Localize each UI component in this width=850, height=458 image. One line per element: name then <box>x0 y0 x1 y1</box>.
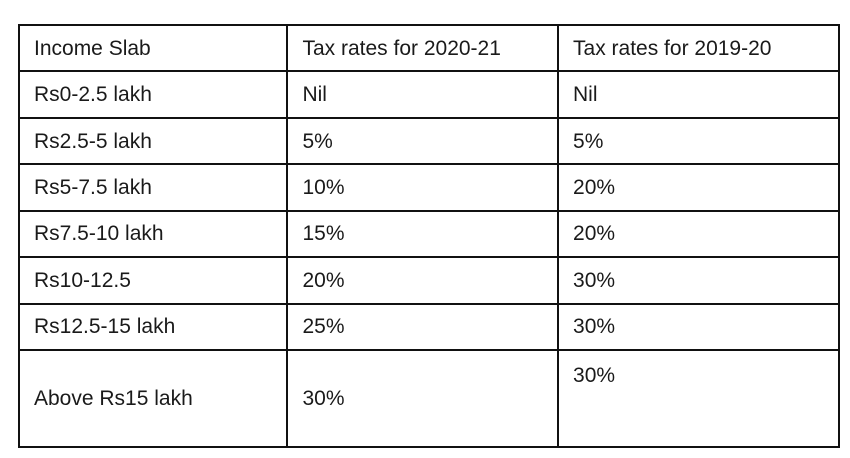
table-row: Rs12.5-15 lakh 25% 30% <box>17 302 840 352</box>
rate-2020-21-cell: 30% <box>286 349 560 448</box>
table-row: Rs0-2.5 lakh Nil Nil <box>17 70 840 119</box>
header-income-slab: Income Slab <box>17 23 289 73</box>
rate-2019-20-cell: 30% <box>557 302 840 352</box>
rate-2019-20-cell: Nil <box>557 70 840 119</box>
income-slab-cell: Rs10-12.5 <box>17 256 289 305</box>
table-row: Rs5-7.5 lakh 10% 20% <box>17 163 840 212</box>
table-row: Rs10-12.5 20% 30% <box>17 256 840 305</box>
rate-2020-21-cell: 15% <box>286 209 560 259</box>
income-slab-cell: Above Rs15 lakh <box>17 349 289 448</box>
rate-2019-20-cell: 5% <box>557 116 840 166</box>
tax-rates-table: Income Slab Tax rates for 2020-21 Tax ra… <box>17 23 840 448</box>
rate-2020-21-cell: Nil <box>286 70 560 119</box>
table-row: Rs2.5-5 lakh 5% 5% <box>17 116 840 166</box>
rate-2020-21-cell: 5% <box>286 116 560 166</box>
rate-2019-20-cell: 20% <box>557 163 840 212</box>
rate-2020-21-cell: 10% <box>286 163 560 212</box>
rate-2019-20-cell: 30% <box>557 349 840 448</box>
income-slab-cell: Rs2.5-5 lakh <box>17 116 289 166</box>
table-header-row: Income Slab Tax rates for 2020-21 Tax ra… <box>17 23 840 73</box>
income-slab-cell: Rs7.5-10 lakh <box>17 209 289 259</box>
rate-2019-20-cell: 30% <box>557 256 840 305</box>
header-tax-rates-2020-21: Tax rates for 2020-21 <box>286 23 560 73</box>
rate-2020-21-cell: 25% <box>286 302 560 352</box>
header-tax-rates-2019-20: Tax rates for 2019-20 <box>557 23 840 73</box>
rate-2019-20-cell: 20% <box>557 209 840 259</box>
income-slab-cell: Rs12.5-15 lakh <box>17 302 289 352</box>
income-slab-cell: Rs5-7.5 lakh <box>17 163 289 212</box>
rate-2020-21-cell: 20% <box>286 256 560 305</box>
table-row: Rs7.5-10 lakh 15% 20% <box>17 209 840 259</box>
income-slab-cell: Rs0-2.5 lakh <box>17 70 289 119</box>
table-row: Above Rs15 lakh 30% 30% <box>17 349 840 448</box>
